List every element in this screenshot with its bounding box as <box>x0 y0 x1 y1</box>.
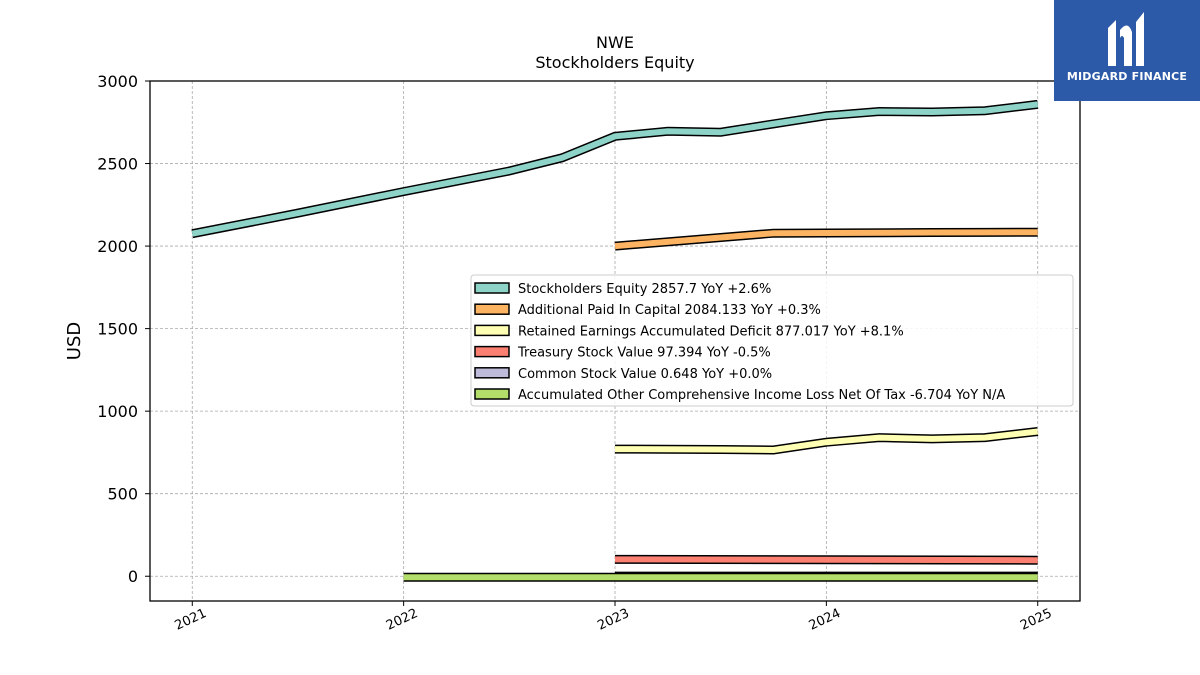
series-line <box>614 554 1038 565</box>
y-tick-label: 0 <box>128 567 138 586</box>
legend-entry: Retained Earnings Accumulated Deficit 87… <box>518 324 904 339</box>
x-tick-label: 2025 <box>1018 606 1054 634</box>
series-line <box>614 427 1039 455</box>
legend-swatch <box>474 282 510 294</box>
brand-logo: MIDGARD FINANCE <box>1054 0 1200 101</box>
y-tick-label: 500 <box>107 485 138 504</box>
legend-entry: Additional Paid In Capital 2084.133 YoY … <box>518 303 821 318</box>
logo-mark-icon <box>1108 12 1144 67</box>
legend-box <box>470 274 1074 407</box>
y-tick-label: 1000 <box>97 402 138 421</box>
series-fill <box>191 101 1039 237</box>
legend-swatch <box>474 388 510 400</box>
series-fill <box>614 428 1039 454</box>
logo-text: MIDGARD FINANCE <box>1066 70 1188 83</box>
series-fill <box>614 556 1038 564</box>
x-axis-ticks: 2021 2022 2023 2024 2025 <box>173 601 1054 634</box>
y-axis-label: USD <box>64 322 85 360</box>
chart-title: NWE <box>596 33 634 52</box>
y-axis-ticks: 0 500 1000 1500 2000 2500 3000 <box>97 72 150 586</box>
legend-swatch <box>474 324 510 337</box>
series-layer <box>191 99 1039 582</box>
y-tick-label: 1500 <box>97 320 138 339</box>
series-fill <box>614 229 1038 250</box>
series-line <box>614 227 1038 251</box>
legend-entry: Accumulated Other Comprehensive Income L… <box>518 388 1005 403</box>
legend-swatch <box>474 367 510 379</box>
x-tick-label: 2021 <box>173 606 209 634</box>
chart-subtitle: Stockholders Equity <box>535 53 694 72</box>
series-line <box>191 99 1039 239</box>
x-tick-label: 2024 <box>807 606 843 634</box>
legend: Stockholders Equity 2857.7 YoY +2.6% Addi… <box>470 274 1074 407</box>
legend-swatch <box>474 345 510 358</box>
legend-entry: Common Stock Value 0.648 YoY +0.0% <box>518 367 772 382</box>
y-tick-label: 2000 <box>97 237 138 256</box>
x-tick-label: 2022 <box>384 606 420 634</box>
legend-swatch <box>474 303 510 315</box>
legend-entry: Stockholders Equity 2857.7 YoY +2.6% <box>518 282 771 297</box>
x-tick-label: 2023 <box>595 606 631 634</box>
legend-entry: Treasury Stock Value 97.394 YoY -0.5% <box>517 346 771 361</box>
y-tick-label: 2500 <box>97 155 138 174</box>
y-tick-label: 3000 <box>97 72 138 91</box>
